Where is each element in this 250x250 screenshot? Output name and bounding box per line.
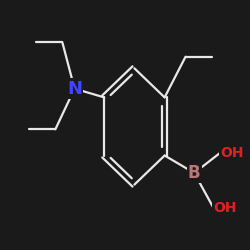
Text: B: B [188, 164, 200, 182]
Text: N: N [67, 80, 82, 98]
Text: OH: OH [214, 201, 237, 215]
Text: OH: OH [220, 146, 244, 160]
